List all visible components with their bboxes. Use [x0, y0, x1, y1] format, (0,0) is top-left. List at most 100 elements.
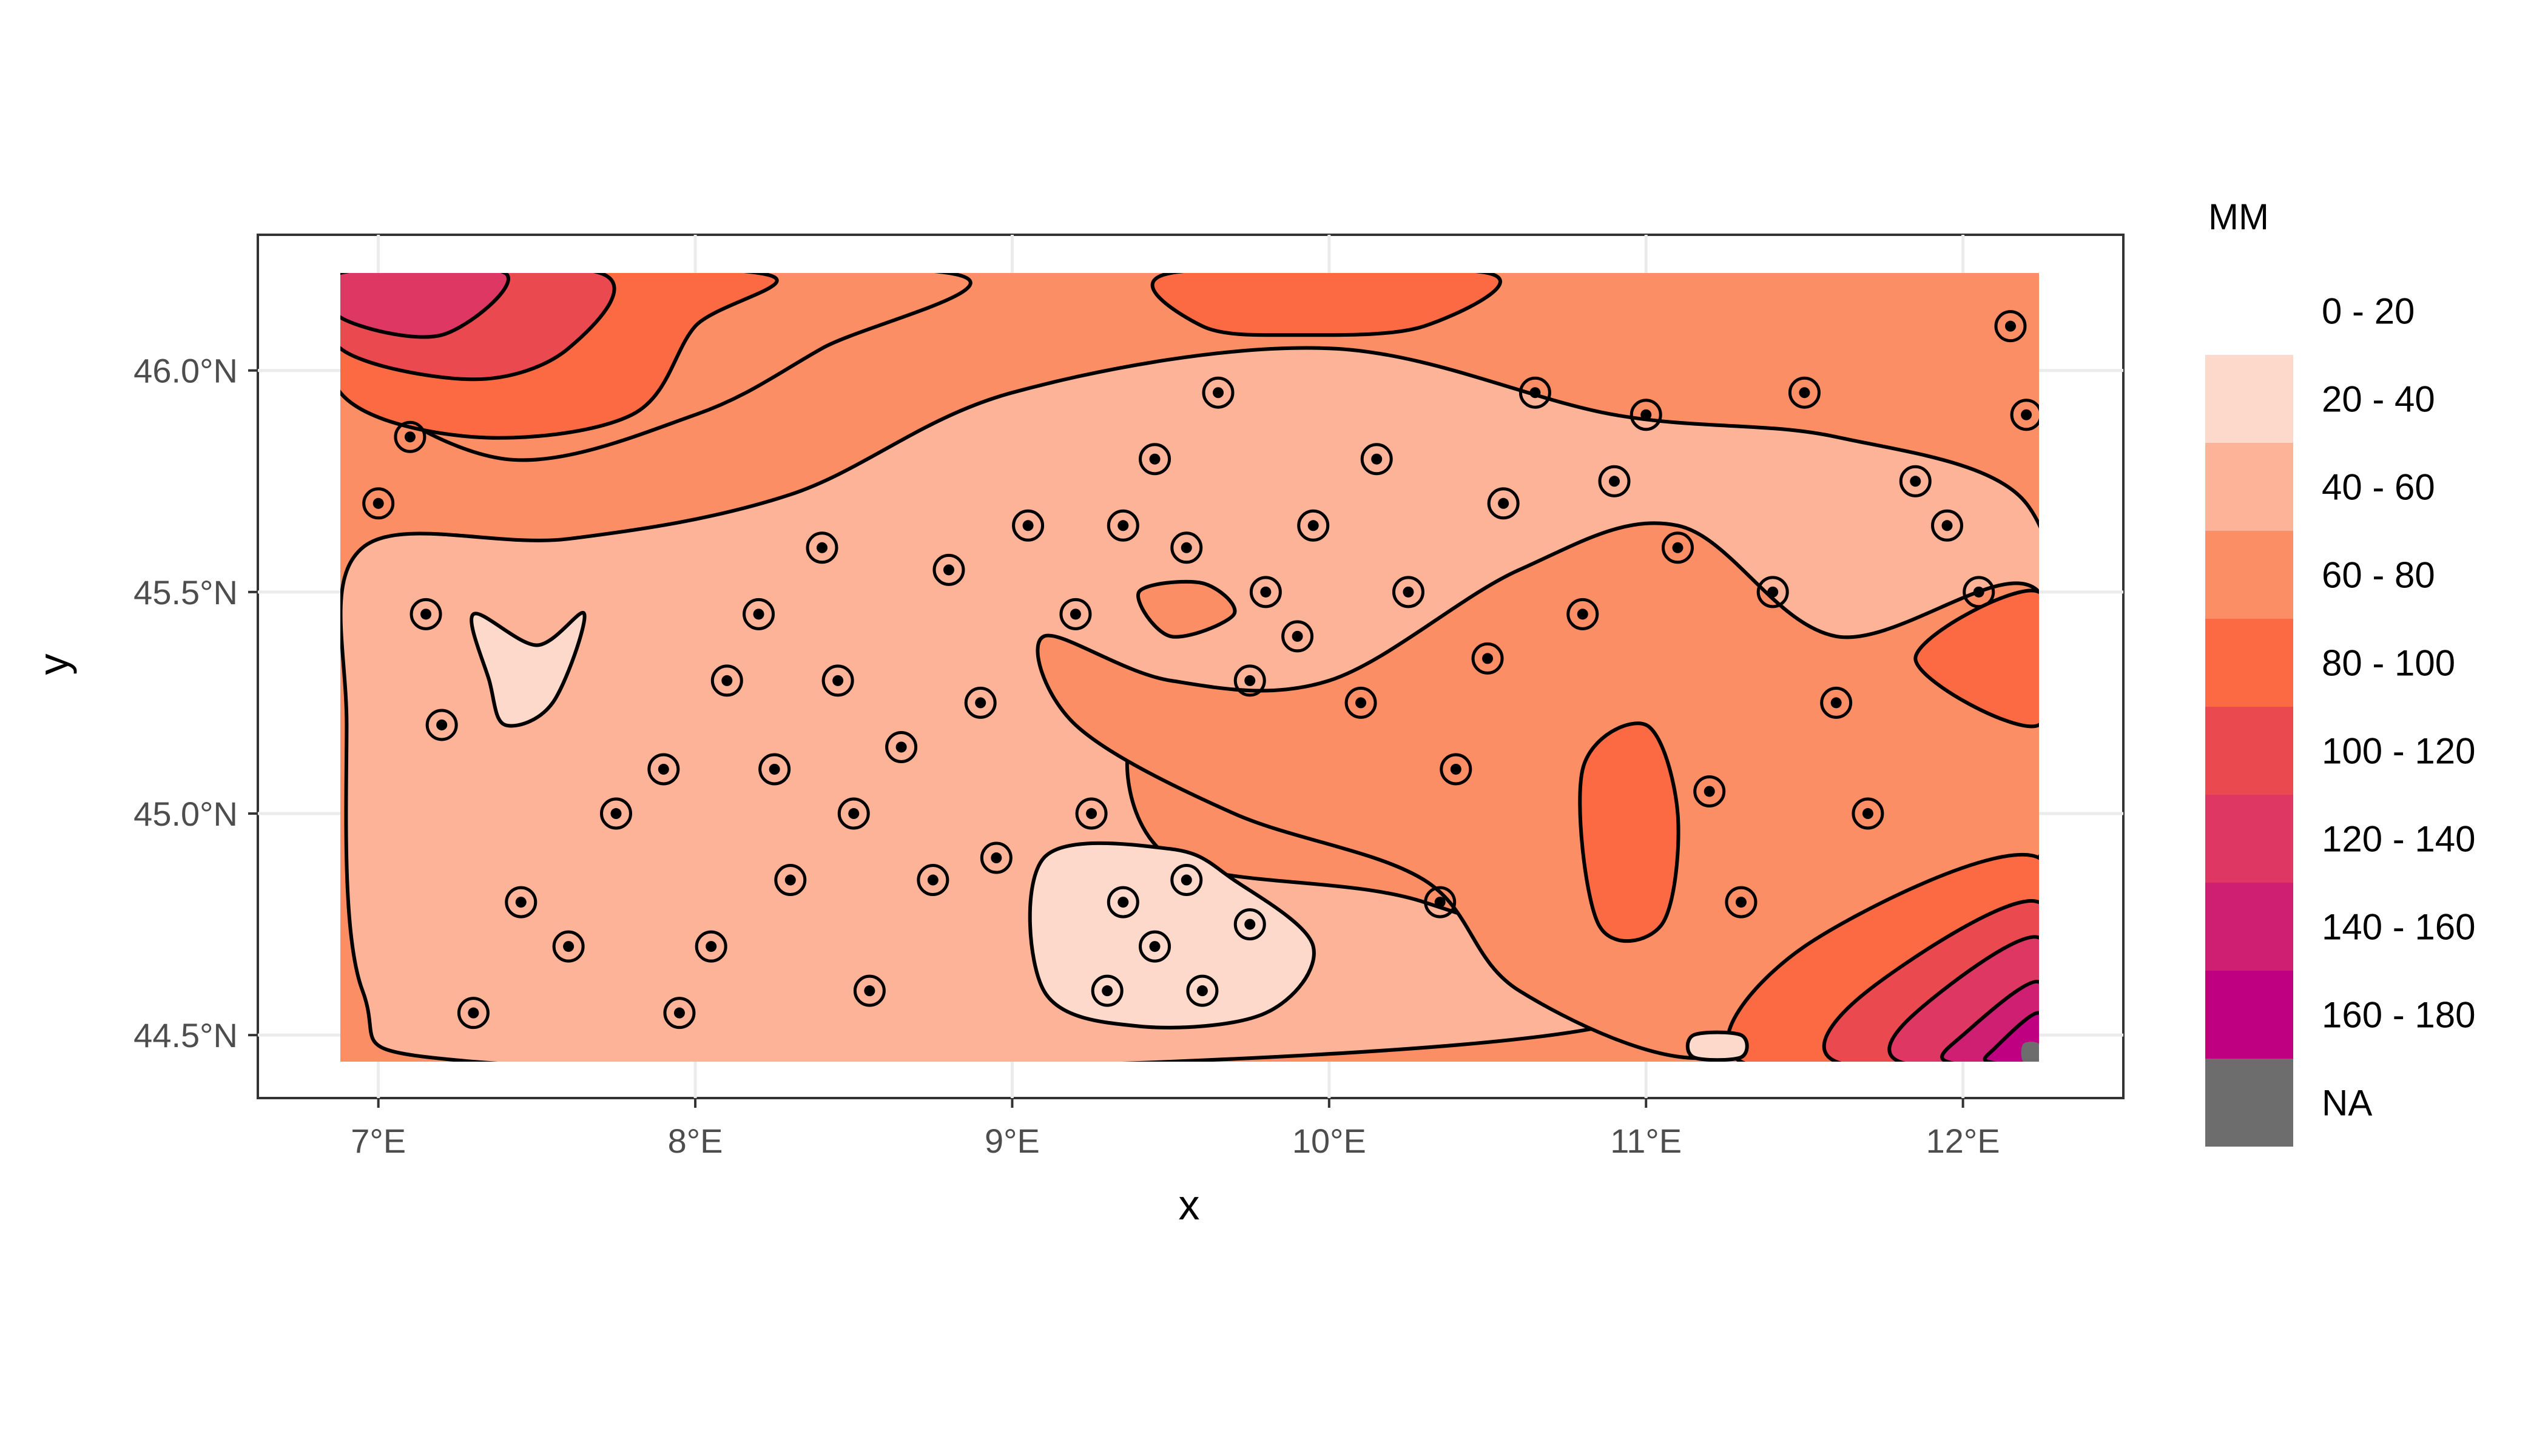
station-point [1403, 586, 1414, 598]
station-contour-ring [394, 420, 426, 453]
station-point [1307, 520, 1319, 531]
station-point [404, 431, 416, 443]
legend-label: 40 - 60 [2322, 467, 2435, 508]
station-contour-ring [1170, 531, 1203, 564]
station-point [1070, 608, 1081, 620]
station-contour-ring [410, 598, 442, 630]
station-contour-ring [1487, 487, 1520, 520]
station-point [515, 897, 527, 908]
legend-label: 100 - 120 [2322, 731, 2476, 772]
station-point [1830, 697, 1842, 709]
legend-label: 80 - 100 [2322, 643, 2455, 684]
legend-title: MM [2208, 197, 2269, 237]
legend-key [2205, 883, 2293, 971]
contour-zone-20-40 [470, 611, 587, 728]
station-contour-ring [806, 531, 838, 564]
station-contour-ring [1202, 376, 1235, 409]
station-contour-ring [1424, 886, 1457, 918]
legend-label: 120 - 140 [2322, 819, 2476, 860]
station-point [1704, 786, 1715, 797]
station-point [1371, 453, 1383, 465]
legend-key [2205, 795, 2293, 883]
station-contour-ring [1440, 753, 1472, 786]
station-point [1450, 763, 1461, 775]
station-contour-ring [1297, 509, 1330, 542]
station-point [1196, 985, 1208, 997]
station-contour-ring [1344, 686, 1377, 719]
station-point [468, 1007, 479, 1019]
contour-zone-20-40 [1685, 1030, 1749, 1062]
station-point [1482, 653, 1494, 664]
station-contour-ring [1233, 908, 1266, 941]
station-contour-ring [1756, 576, 1789, 608]
station-point [1181, 542, 1192, 553]
station-point [420, 608, 432, 620]
station-contour-ring [1360, 443, 1393, 476]
x-axis-title: x [1179, 1181, 1200, 1228]
station-point [1498, 497, 1509, 509]
station-contour-ring [1139, 443, 1171, 476]
station-contour-ring [425, 709, 458, 741]
station-point [1292, 630, 1303, 642]
x-tick-label: 9°E [985, 1122, 1040, 1160]
station-point [1941, 520, 1953, 531]
station-point [991, 852, 1002, 864]
station-point [1355, 697, 1367, 709]
station-point [848, 808, 860, 820]
station-contour-ring [1392, 576, 1424, 608]
legend-label: 20 - 40 [2322, 379, 2435, 420]
y-axis-title: y [30, 654, 77, 675]
station-point [1213, 387, 1224, 399]
station-contour-ring [663, 997, 696, 1030]
y-axis: 44.5°N 45.0°N 45.5°N 46.0°N [133, 352, 258, 1054]
station-contour-ring [1931, 509, 1964, 542]
x-axis: 7°E 8°E 9°E 10°E 11°E 12°E [351, 1098, 2000, 1160]
station-contour-ring [1899, 465, 1932, 497]
station-contour-ring [1725, 886, 1758, 918]
station-point [1117, 520, 1129, 531]
station-contour-ring [362, 487, 395, 520]
station-contour-ring [821, 664, 854, 697]
station-contour-ring [758, 753, 791, 786]
plot-area [340, 273, 2039, 1062]
station-point [1149, 941, 1161, 952]
station-point [784, 874, 796, 886]
station-contour-ring [1820, 686, 1853, 719]
station-point [943, 564, 954, 576]
station-point [721, 675, 733, 686]
legend-key [2205, 443, 2293, 531]
station-point [769, 763, 780, 775]
x-tick-label: 12°E [1926, 1122, 2000, 1160]
station-point [1862, 808, 1873, 820]
station-contour-ring [885, 730, 918, 763]
legend-key [2205, 619, 2293, 707]
y-tick-label: 45.5°N [133, 573, 238, 612]
station-point [1117, 897, 1129, 908]
station-contour-ring [1233, 664, 1266, 697]
station-point [658, 763, 669, 775]
contour-zone-120-140 [340, 273, 510, 339]
legend-key [2205, 267, 2293, 355]
station-contour-ring [932, 553, 965, 586]
contour-zone-NA [2021, 1042, 2039, 1062]
y-tick-label: 44.5°N [133, 1016, 238, 1054]
station-contour-ring [457, 997, 490, 1030]
station-point [817, 542, 828, 553]
station-contour-ring [505, 886, 538, 918]
station-contour-ring [1249, 576, 1282, 608]
station-point [832, 675, 844, 686]
legend: 0 - 20 20 - 40 40 - 60 60 - 80 80 - 100 100 -… [2205, 267, 2476, 1147]
legend-key [2205, 1059, 2293, 1147]
legend-key [2205, 355, 2293, 443]
station-point [1086, 808, 1097, 820]
station-point [610, 808, 622, 820]
station-contour-ring [710, 664, 743, 697]
station-contour-ring [1281, 620, 1314, 653]
station-point [1244, 918, 1256, 930]
station-contour-ring [1012, 509, 1045, 542]
station-point [372, 497, 384, 509]
legend-label: 160 - 180 [2322, 995, 2476, 1036]
station-contour-ring [1075, 797, 1108, 830]
station-point [563, 941, 575, 952]
